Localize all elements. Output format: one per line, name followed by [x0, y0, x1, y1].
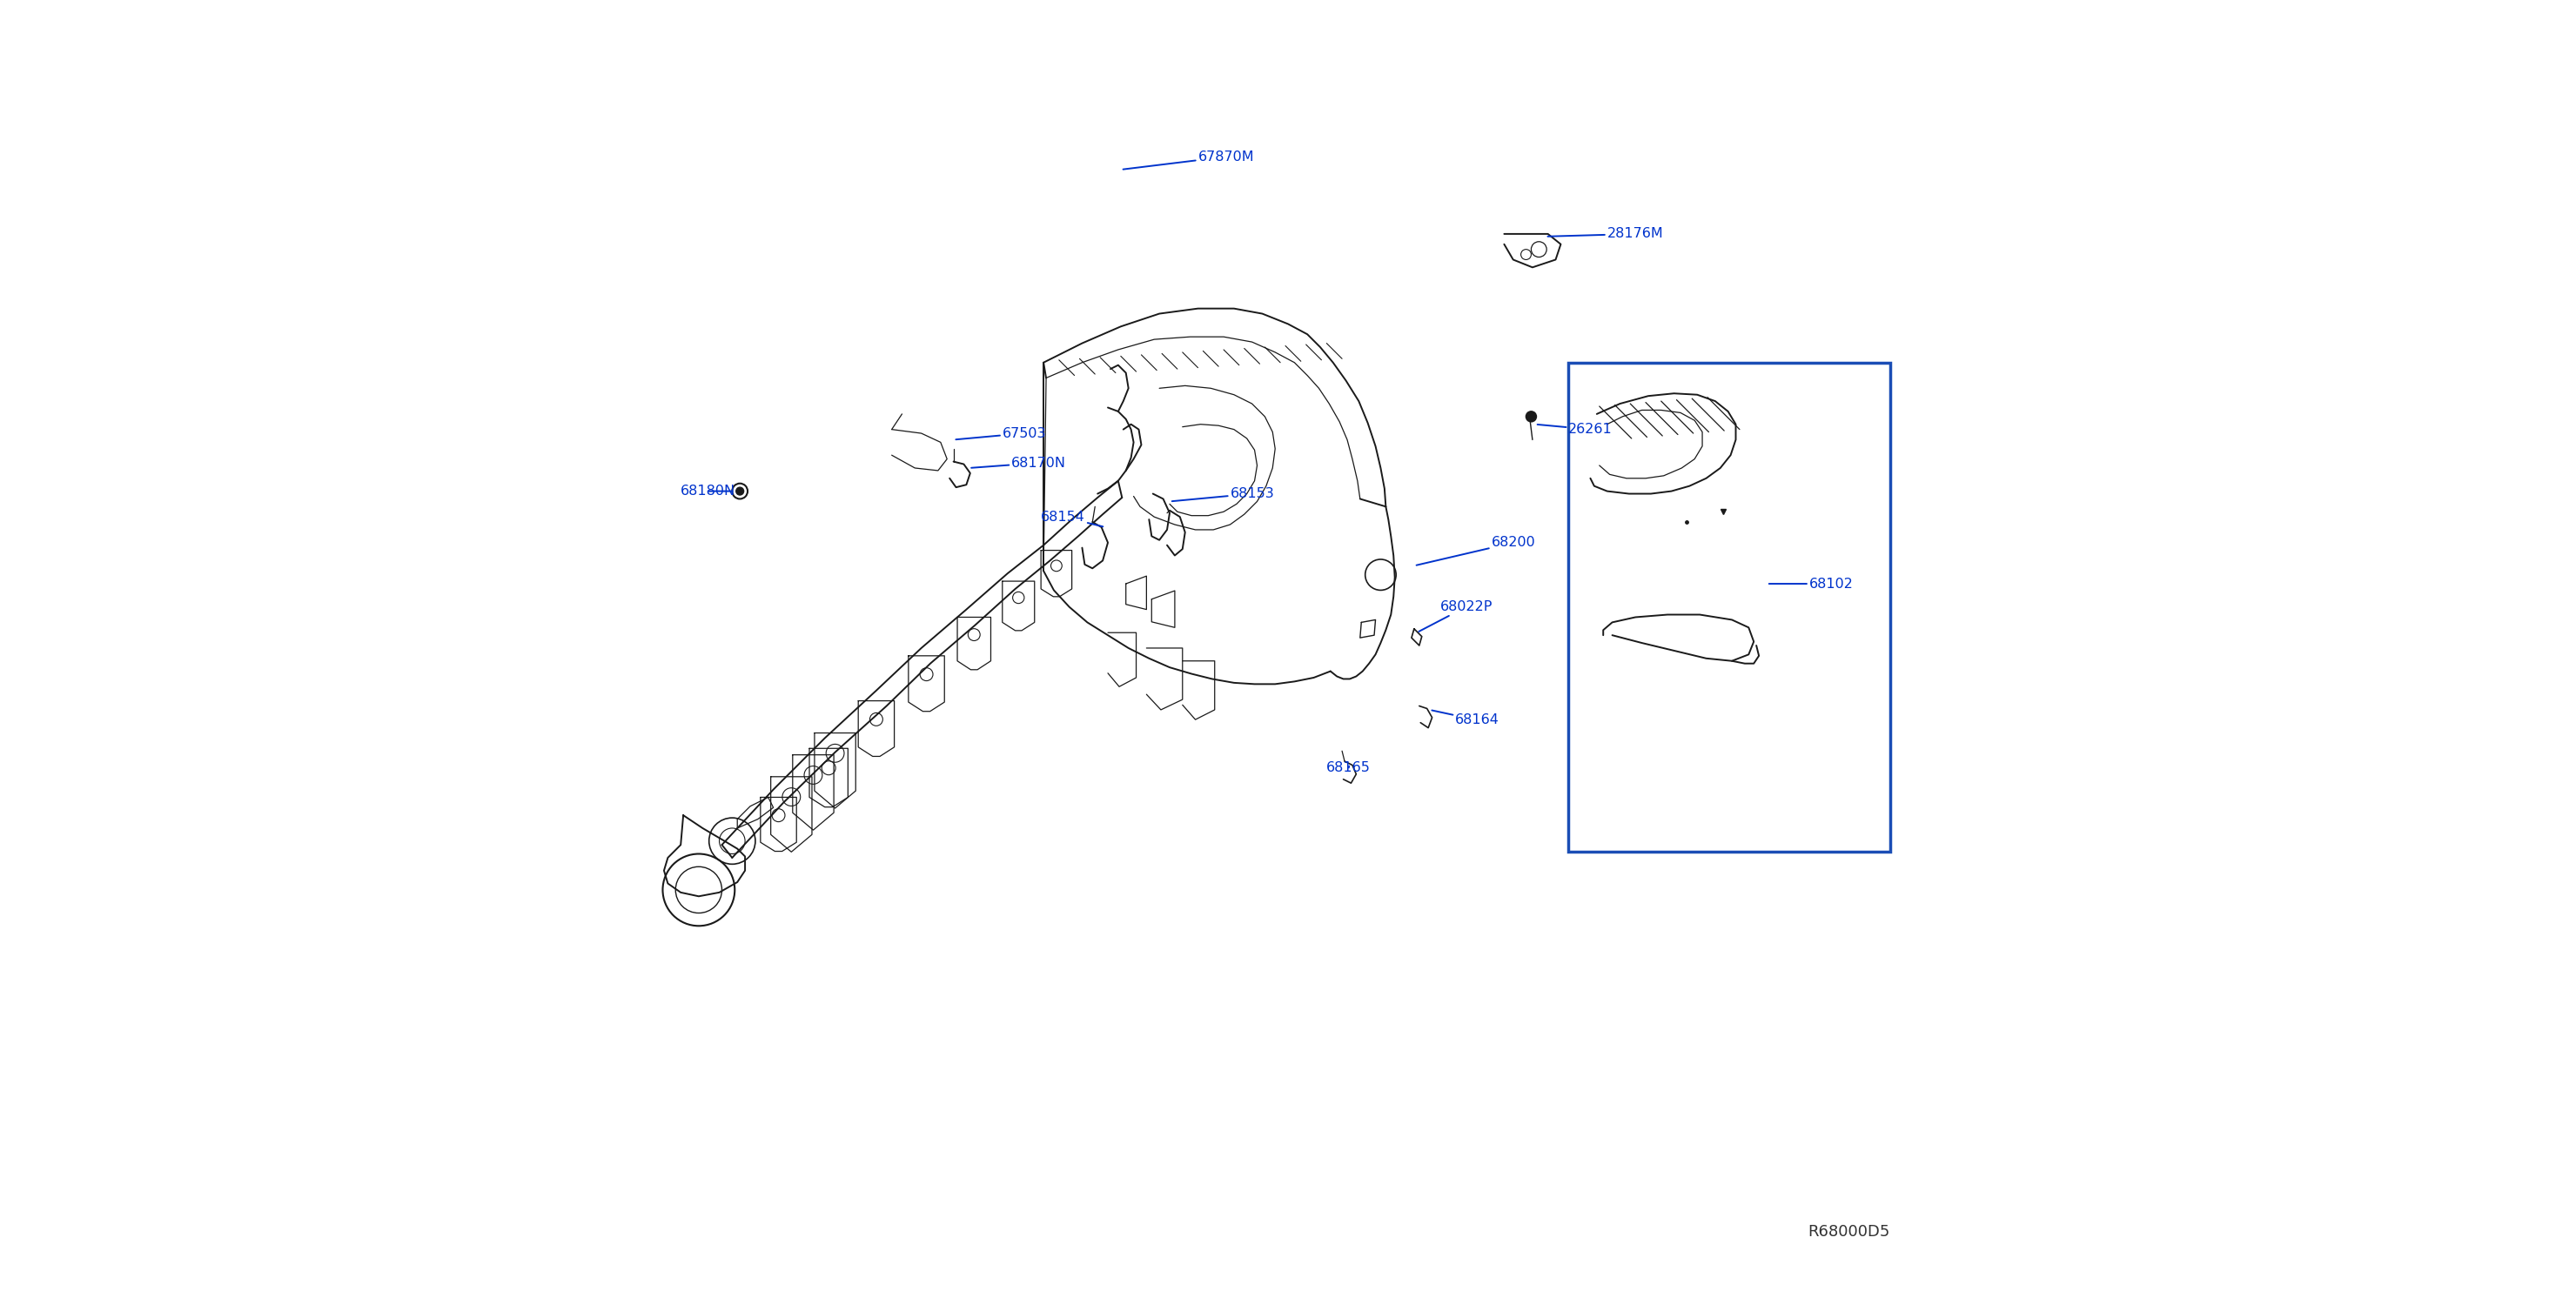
Circle shape [1525, 412, 1535, 422]
Bar [1569, 363, 1891, 851]
Text: 68154: 68154 [1041, 510, 1103, 527]
Text: 67503: 67503 [956, 427, 1046, 440]
Text: 68200: 68200 [1417, 536, 1535, 565]
Text: 67870M: 67870M [1123, 150, 1255, 169]
Text: 68153: 68153 [1172, 487, 1275, 501]
Text: R68000D5: R68000D5 [1808, 1224, 1891, 1239]
Text: 68102: 68102 [1770, 577, 1852, 590]
Text: 28176M: 28176M [1548, 227, 1664, 240]
Text: 68022P: 68022P [1419, 600, 1492, 631]
Text: 68180N: 68180N [680, 484, 737, 498]
Text: 68165: 68165 [1327, 762, 1370, 775]
Text: 68170N: 68170N [971, 456, 1066, 470]
Text: 68164: 68164 [1432, 710, 1499, 727]
Text: 26261: 26261 [1538, 423, 1613, 436]
Circle shape [737, 487, 744, 494]
